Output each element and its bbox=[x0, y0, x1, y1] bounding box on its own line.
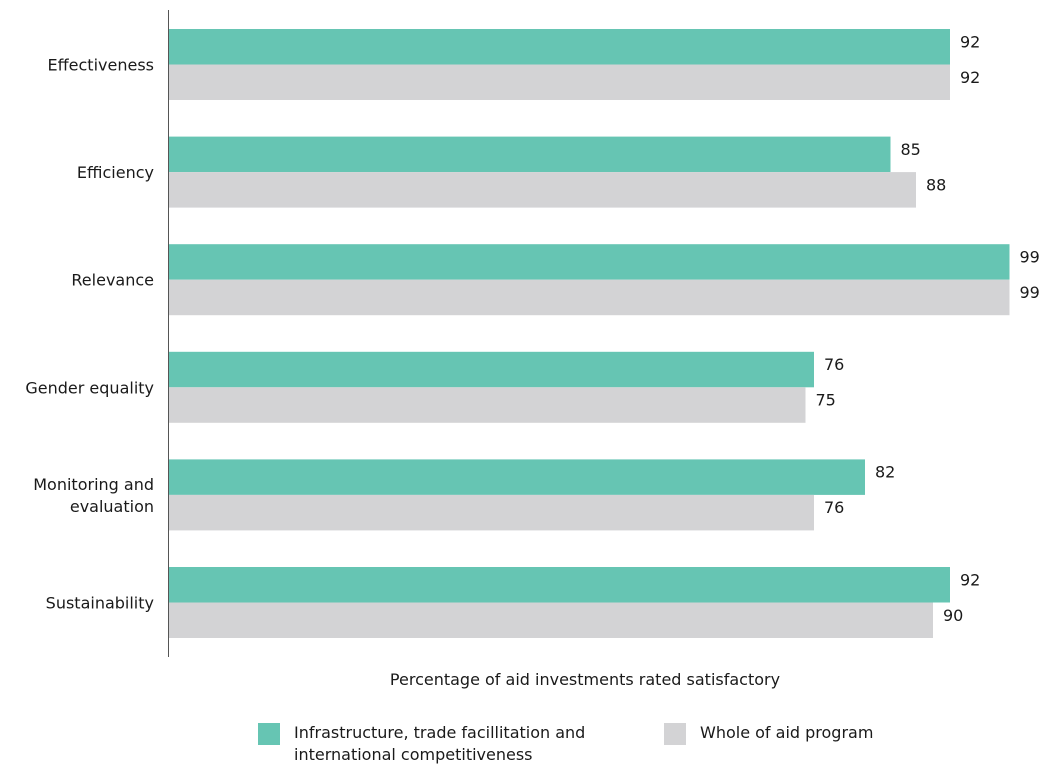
value-label-gender-equality-series-1: 76 bbox=[824, 355, 844, 374]
category-labels-group: Effectiveness Efficiency Relevance Gender e… bbox=[25, 56, 154, 613]
value-label-effectiveness-series-1: 92 bbox=[960, 32, 980, 51]
legend-swatch-whole-of-aid bbox=[664, 723, 686, 745]
bar-effectiveness-series-2 bbox=[168, 64, 950, 100]
category-label-gender-equality: Gender equality bbox=[25, 378, 154, 397]
bar-relevance-series-1 bbox=[168, 244, 1010, 280]
legend-label-infrastructure: Infrastructure, trade facillitation and … bbox=[294, 723, 586, 764]
bar-monitoring-and-evaluation-series-2 bbox=[168, 494, 814, 531]
bar-efficiency-series-1 bbox=[168, 136, 891, 173]
category-label-relevance: Relevance bbox=[71, 271, 154, 290]
value-label-effectiveness-series-2: 92 bbox=[960, 68, 980, 87]
value-label-monitoring-and-evaluation-series-1: 82 bbox=[875, 463, 895, 482]
category-label-monitoring-and-evaluation: Monitoring and evaluation bbox=[33, 475, 154, 516]
legend-label-whole-of-aid: Whole of aid program bbox=[700, 723, 874, 742]
bar-relevance-series-2 bbox=[168, 279, 1010, 316]
bar-efficiency-series-2 bbox=[168, 172, 916, 208]
legend-item-whole-of-aid: Whole of aid program bbox=[664, 722, 873, 745]
legend-item-infrastructure: Infrastructure, trade facillitation and … bbox=[258, 722, 585, 766]
legend: Infrastructure, trade facillitation and … bbox=[0, 722, 1055, 772]
value-labels-group: 92 92 85 88 99 99 76 75 82 76 92 90 bbox=[816, 32, 1040, 625]
value-label-relevance-series-2: 99 bbox=[1020, 283, 1040, 302]
value-label-efficiency-series-2: 88 bbox=[926, 175, 946, 194]
legend-swatch-infrastructure bbox=[258, 723, 280, 745]
bar-gender-equality-series-2 bbox=[168, 387, 806, 423]
value-label-sustainability-series-2: 90 bbox=[943, 606, 963, 625]
x-axis-label: Percentage of aid investments rated sati… bbox=[390, 670, 780, 689]
value-label-efficiency-series-1: 85 bbox=[901, 140, 921, 159]
bar-gender-equality-series-1 bbox=[168, 351, 814, 388]
category-label-sustainability: Sustainability bbox=[46, 594, 154, 613]
value-label-monitoring-and-evaluation-series-2: 76 bbox=[824, 498, 844, 517]
value-label-sustainability-series-1: 92 bbox=[960, 570, 980, 589]
bar-sustainability-series-2 bbox=[168, 602, 933, 638]
bar-monitoring-and-evaluation-series-1 bbox=[168, 459, 865, 495]
bars-group bbox=[168, 29, 1010, 638]
category-label-effectiveness: Effectiveness bbox=[48, 56, 154, 75]
value-label-relevance-series-1: 99 bbox=[1020, 247, 1040, 266]
category-label-efficiency: Efficiency bbox=[77, 163, 154, 182]
bar-sustainability-series-1 bbox=[168, 567, 950, 603]
value-label-gender-equality-series-2: 75 bbox=[816, 391, 836, 410]
bar-effectiveness-series-1 bbox=[168, 29, 950, 65]
